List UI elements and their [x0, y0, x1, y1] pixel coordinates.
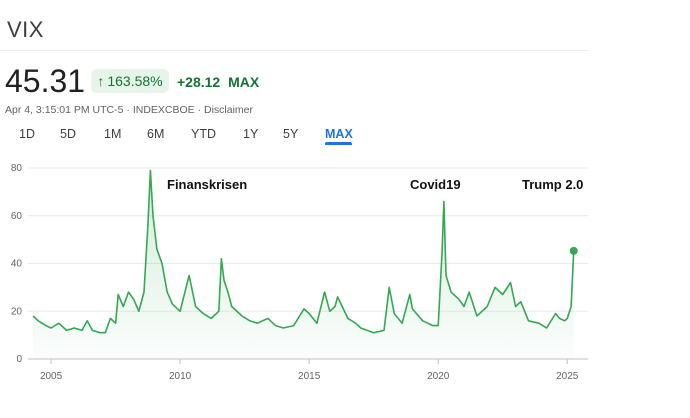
change-percent-badge: ↑ 163.58% [91, 69, 169, 93]
tab-1m[interactable]: 1M [104, 127, 122, 141]
series-line [32, 169, 575, 334]
tab-5d[interactable]: 5D [60, 127, 76, 141]
y-tick-label: 60 [11, 211, 23, 222]
annotation-covid19: Covid19 [410, 177, 461, 192]
current-price: 45.31 [5, 63, 86, 99]
tab-6m[interactable]: 6M [147, 127, 165, 141]
meta-separator: · [126, 104, 130, 116]
x-tick-label: 2010 [169, 371, 192, 382]
change-period-label: MAX [228, 74, 260, 90]
arrow-up-icon: ↑ [97, 73, 105, 89]
y-tick-label: 20 [11, 306, 23, 317]
quote-timestamp: Apr 4, 3:15:01 PM UTC-5 [5, 104, 124, 116]
change-absolute: +28.12 MAX [177, 74, 259, 90]
tab-1y[interactable]: 1Y [243, 127, 259, 141]
x-tick-label: 2025 [556, 371, 579, 382]
disclaimer-link[interactable]: Disclaimer [204, 104, 254, 116]
quote-meta: Apr 4, 3:15:01 PM UTC-5 · INDEXCBOE · Di… [5, 104, 253, 116]
change-percent-value: 163.58% [107, 73, 163, 89]
last-value-dot [569, 246, 578, 255]
tab-max[interactable]: MAX [325, 127, 353, 141]
quote-exchange: INDEXCBOE [132, 104, 195, 116]
y-axis: 0 20 40 60 80 [11, 163, 23, 365]
y-tick-label: 0 [16, 354, 22, 365]
x-axis: 2005 2010 2015 2020 2025 [40, 359, 579, 382]
meta-separator: · [197, 104, 202, 116]
tab-ytd[interactable]: YTD [191, 127, 216, 141]
active-tab-indicator [325, 142, 352, 145]
y-tick-label: 80 [11, 163, 23, 174]
header-divider [0, 50, 588, 51]
tab-1d[interactable]: 1D [19, 127, 35, 141]
change-absolute-value: +28.12 [177, 74, 221, 90]
annotation-trump: Trump 2.0 [522, 177, 583, 192]
x-tick-label: 2005 [40, 371, 63, 382]
x-tick-label: 2020 [427, 371, 450, 382]
x-tick-label: 2015 [298, 371, 321, 382]
tab-5y[interactable]: 5Y [283, 127, 299, 141]
annotation-finanskrisen: Finanskrisen [167, 177, 247, 192]
y-tick-label: 40 [11, 259, 23, 270]
ticker-symbol: VIX [7, 17, 44, 42]
series-area [33, 170, 574, 359]
